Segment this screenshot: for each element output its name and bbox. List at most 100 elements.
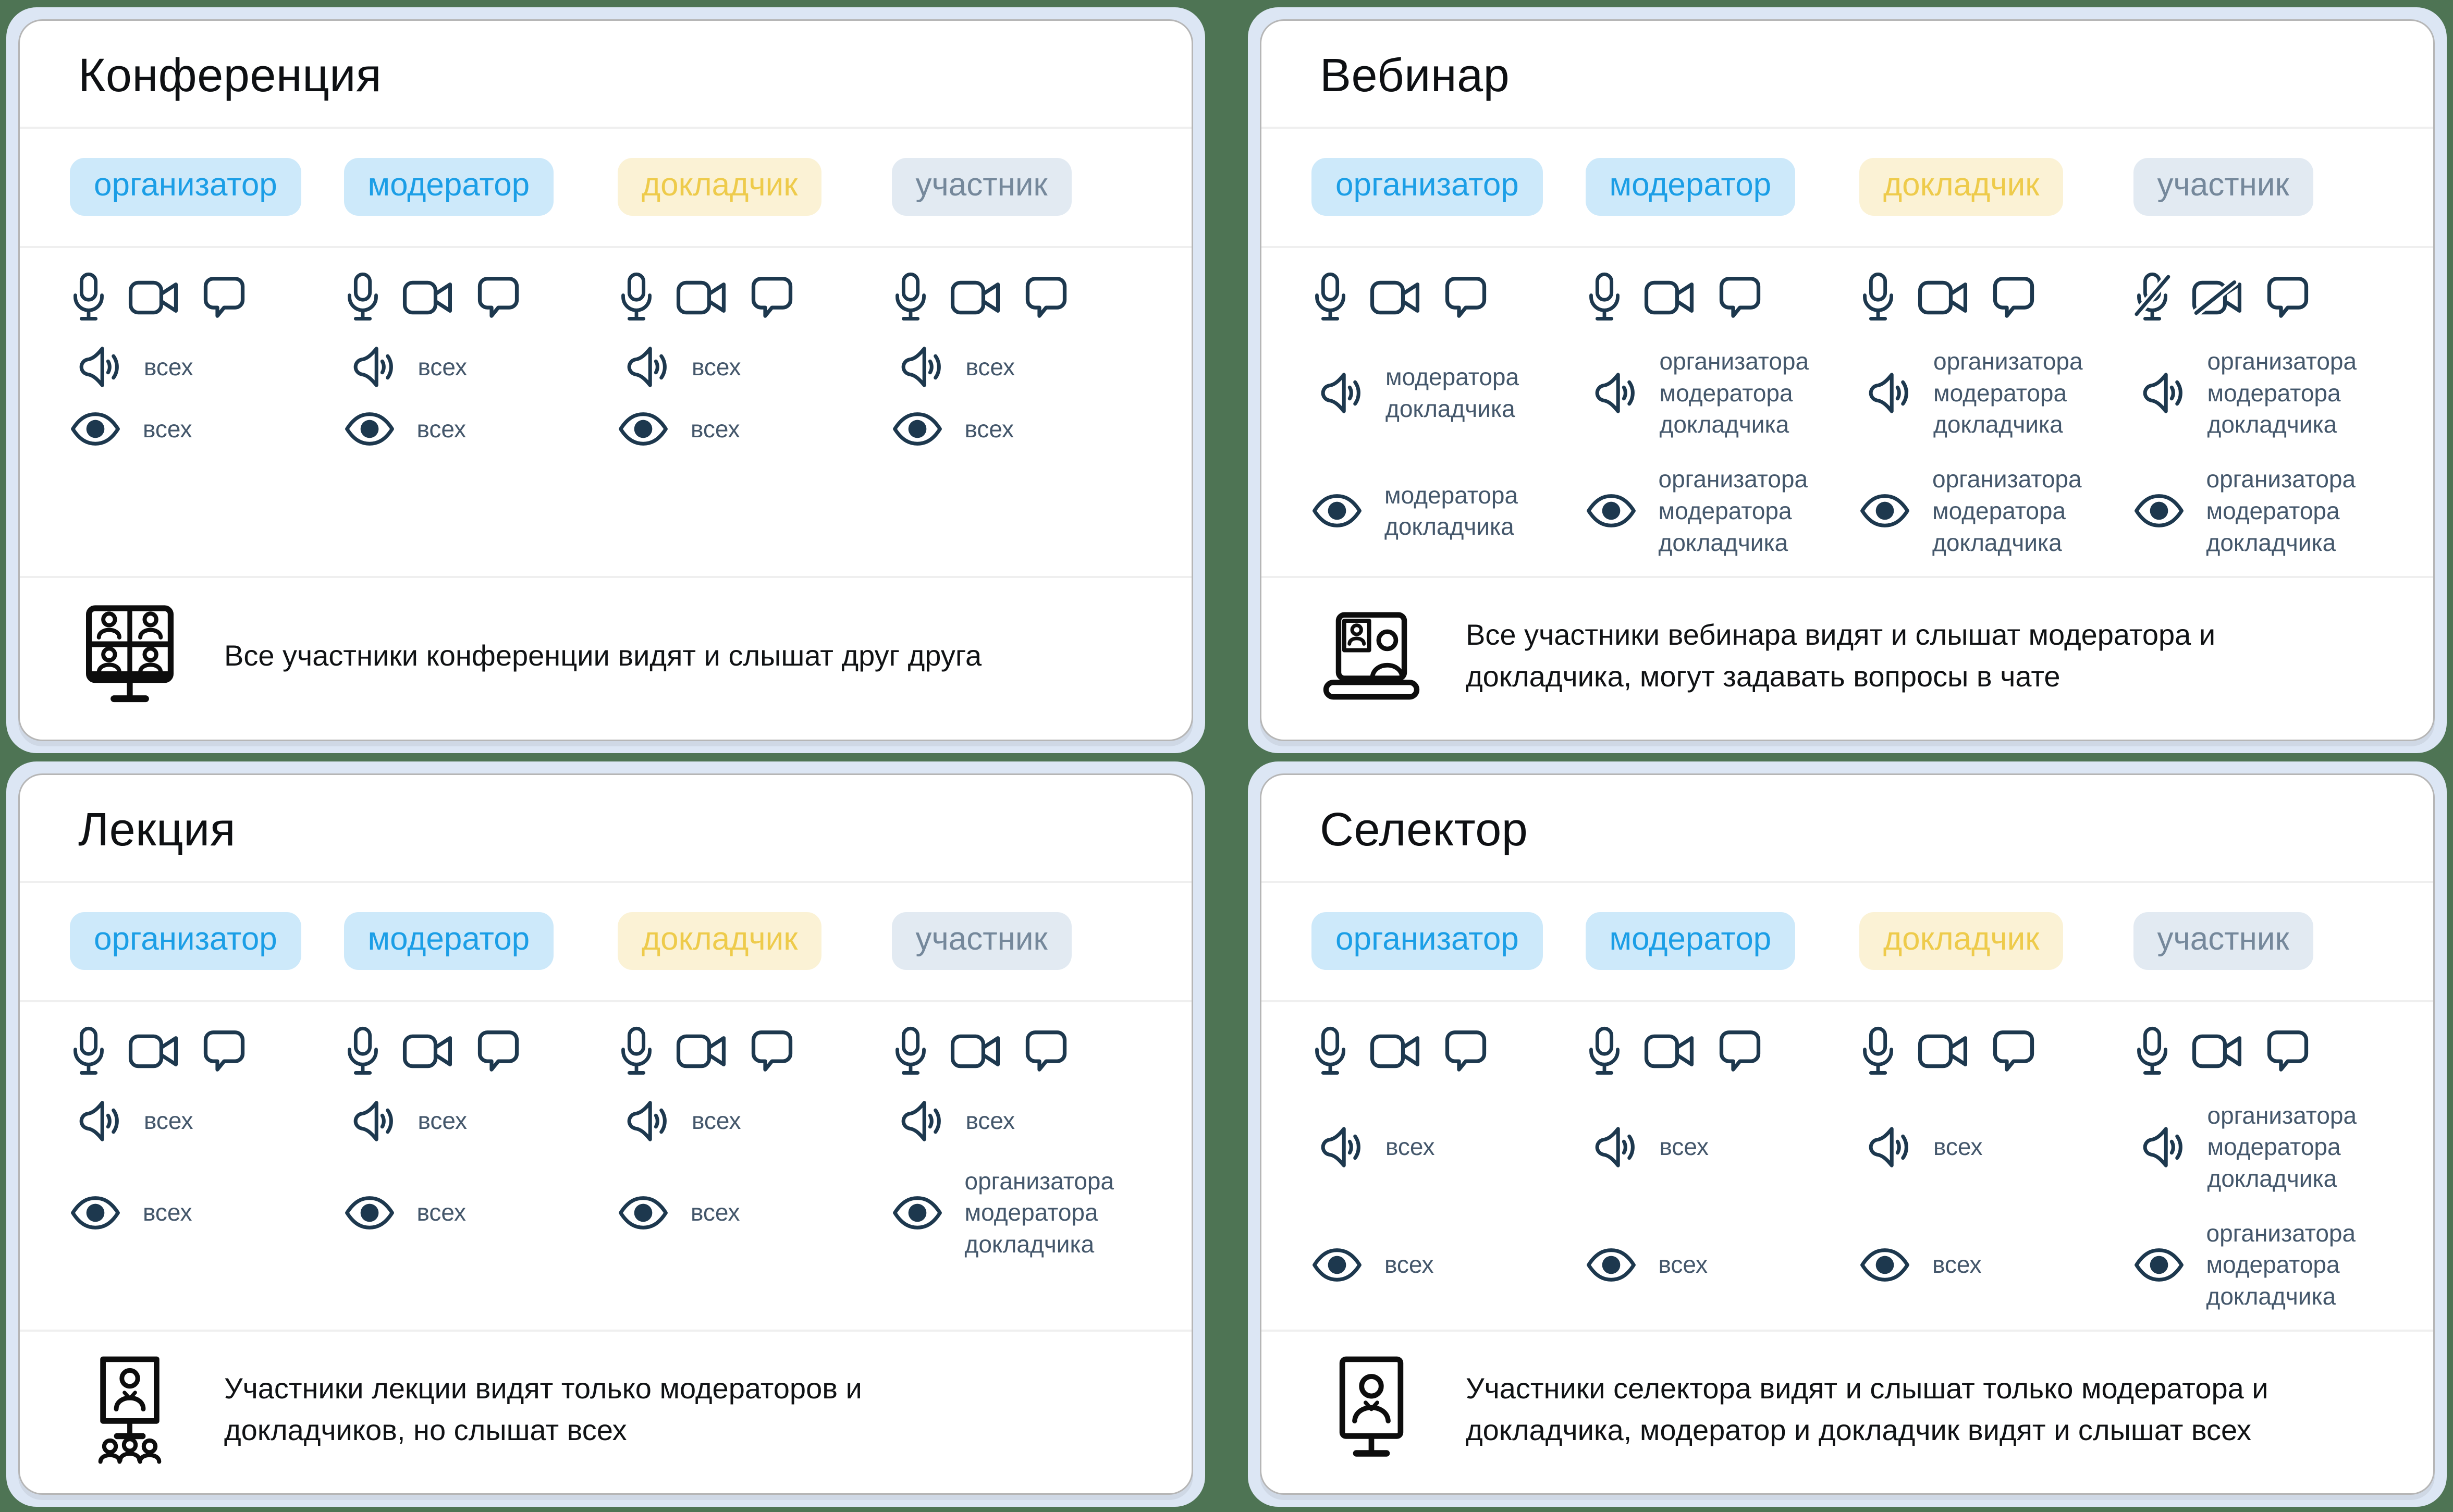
hear-cell: всех — [618, 346, 868, 388]
role-badge-organizer: организатор — [1311, 912, 1543, 970]
speaker-icon — [1311, 1126, 1364, 1169]
chat-icon — [1024, 1029, 1068, 1073]
hear-cell: всех — [344, 1100, 594, 1142]
divider — [1261, 880, 2433, 883]
capabilities-cell — [892, 1026, 1142, 1077]
see-label: организатора модератора докладчика — [2206, 465, 2356, 556]
role-badge-moderator: модератор — [344, 912, 554, 970]
eye-icon — [1586, 1247, 1637, 1283]
chat-icon — [1444, 276, 1488, 319]
card-header: Селектор — [1261, 775, 2433, 881]
permissions-grid: всех всех всех всех всех — [20, 248, 1192, 460]
hear-label: всех — [1385, 1133, 1435, 1161]
capabilities-cell — [1859, 1026, 2109, 1077]
hear-label: всех — [965, 353, 1015, 380]
eye-icon — [70, 411, 121, 447]
microphone-muted-icon — [2133, 272, 2171, 323]
hear-cell: организатора модератора докладчика — [2133, 1100, 2384, 1195]
see-cell: организатора модератора докладчика — [2133, 463, 2384, 558]
microphone-icon — [892, 1026, 929, 1077]
chat-icon — [750, 1029, 794, 1073]
hear-label: всех — [418, 353, 468, 380]
capabilities-cell — [1859, 272, 2109, 323]
camera-icon — [950, 1034, 1003, 1069]
capabilities-cell — [618, 1026, 868, 1077]
microphone-icon — [892, 272, 929, 323]
role-badge-organizer: организатор — [70, 912, 301, 970]
eye-icon — [1311, 493, 1363, 528]
divider — [20, 127, 1192, 129]
see-cell: всех — [1586, 1247, 1836, 1283]
chat-icon — [476, 1029, 520, 1073]
camera-icon — [128, 1034, 181, 1069]
hear-label: организатора модератора докладчика — [2207, 348, 2357, 438]
hear-cell: всех — [892, 1100, 1142, 1142]
camera-icon — [2192, 1034, 2245, 1069]
role-badges-row: организатор модератор докладчик участник — [1261, 129, 2433, 246]
capabilities-cell — [618, 272, 868, 323]
speaker-icon — [1859, 1126, 1911, 1169]
hear-label: всех — [692, 353, 741, 380]
see-label: модератора докладчика — [1384, 481, 1518, 540]
hear-label: организатора модератора докладчика — [1933, 348, 2083, 438]
role-badge-organizer: организатор — [1311, 158, 1543, 216]
card-footer: Все участники вебинара видят и слышат мо… — [1261, 575, 2433, 740]
eye-icon — [2133, 1247, 2185, 1283]
meeting-type-card: Лекция организатор модератор докладчик у… — [18, 773, 1193, 1495]
footer-description: Участники селектора видят и слышат тольк… — [1466, 1372, 2268, 1446]
chat-icon — [202, 1029, 246, 1073]
see-cell: всех — [1859, 1247, 2109, 1283]
role-badge-participant: участник — [2133, 158, 2313, 216]
see-cell: организатора модератора докладчика — [892, 1165, 1142, 1260]
speaker-icon — [344, 1100, 396, 1142]
chat-icon — [1992, 1029, 2035, 1073]
card-header: Лекция — [20, 775, 1192, 881]
eye-icon — [1311, 1247, 1363, 1283]
role-badges-row: организатор модератор докладчик участник — [1261, 883, 2433, 1000]
see-cell: всех — [618, 411, 868, 447]
hear-label: всех — [965, 1107, 1015, 1135]
speaker-icon — [2133, 1126, 2186, 1169]
card-footer: Все участники конференции видят и слышат… — [20, 575, 1192, 740]
hear-cell: всех — [1586, 1126, 1836, 1169]
card-header: Вебинар — [1261, 21, 2433, 127]
meeting-type-card: Конференция организатор модератор доклад… — [18, 19, 1193, 741]
camera-icon — [1644, 280, 1697, 315]
eye-icon — [344, 1195, 395, 1231]
capabilities-cell — [1586, 272, 1836, 323]
role-badge-participant: участник — [891, 158, 1072, 216]
see-cell: всех — [1311, 1247, 1562, 1283]
capabilities-cell — [1586, 1026, 1836, 1077]
hear-label: всех — [144, 353, 193, 380]
camera-icon — [402, 1034, 456, 1069]
meeting-type-card: Вебинар организатор модератор докладчик … — [1260, 19, 2435, 741]
role-badge-speaker: докладчик — [618, 912, 822, 970]
see-label: всех — [416, 1199, 467, 1226]
role-badge-speaker: докладчик — [618, 158, 822, 216]
hear-label: модератора докладчика — [1385, 363, 1519, 423]
see-label: всех — [1384, 1251, 1434, 1279]
chat-icon — [750, 276, 794, 319]
eye-icon — [1859, 493, 1910, 528]
see-cell: организатора модератора докладчика — [2133, 1218, 2384, 1312]
see-label: всех — [1932, 1251, 1982, 1279]
camera-icon — [676, 1034, 729, 1069]
see-cell: всех — [344, 1195, 594, 1231]
hear-cell: всех — [1859, 1126, 2109, 1169]
role-badge-organizer: организатор — [70, 158, 301, 216]
microphone-icon — [70, 1026, 107, 1077]
hear-cell: всех — [70, 1100, 320, 1142]
eye-icon — [2133, 493, 2185, 528]
camera-icon — [1370, 280, 1423, 315]
see-label: всех — [964, 415, 1014, 442]
role-badges-row: организатор модератор докладчик участник — [20, 883, 1192, 1000]
role-badge-participant: участник — [891, 912, 1072, 970]
hear-cell: модератора докладчика — [1311, 361, 1562, 424]
webinar-laptop-icon — [1311, 601, 1431, 710]
eye-icon — [892, 411, 943, 447]
footer-description: Участники лекции видят только модераторо… — [224, 1372, 862, 1446]
card-title: Лекция — [78, 803, 236, 856]
eye-icon — [1859, 1247, 1910, 1283]
capabilities-cell — [2133, 272, 2384, 323]
hear-label: всех — [1933, 1133, 1983, 1161]
